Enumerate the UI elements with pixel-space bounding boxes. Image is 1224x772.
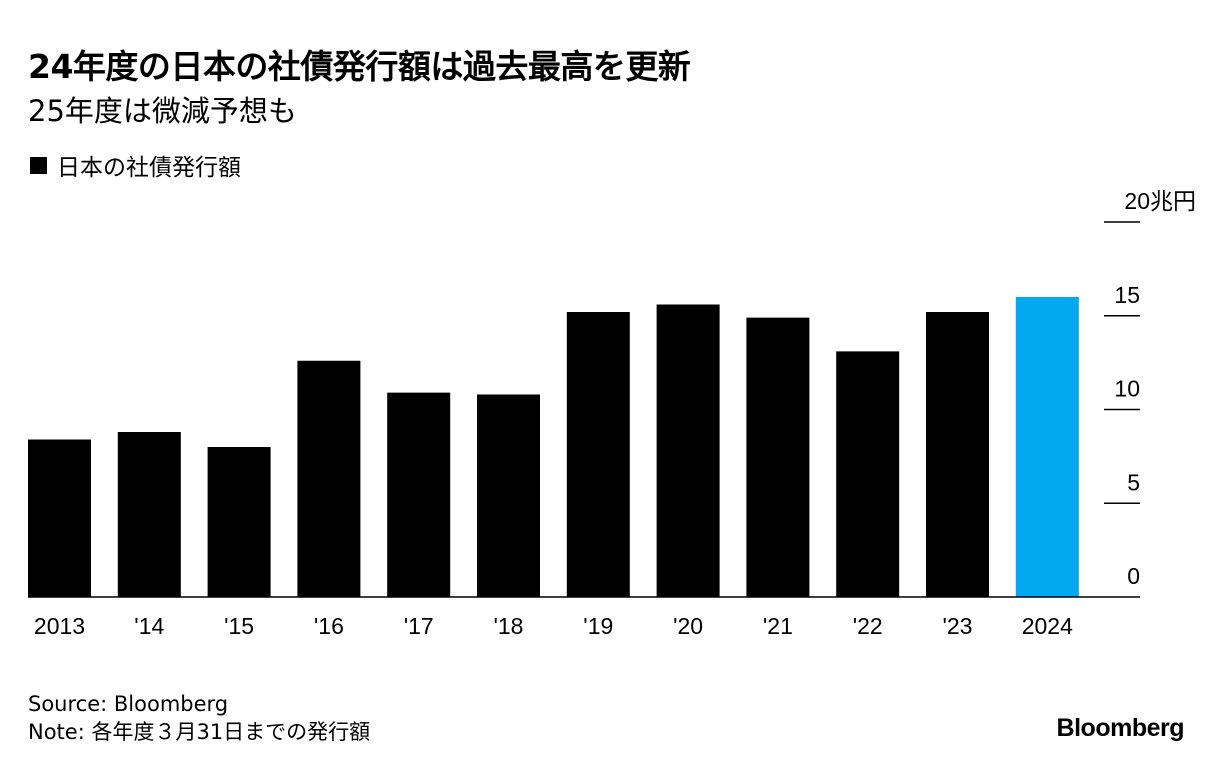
x-tick-label-7: '20 [673, 613, 703, 639]
bar-10 [926, 312, 989, 597]
x-tick-label-6: '19 [583, 613, 613, 639]
legend-label: 日本の社債発行額 [57, 155, 241, 181]
bar-8 [746, 317, 810, 597]
bar-5 [477, 394, 540, 597]
bar-4 [387, 392, 451, 597]
x-tick-label-2: '15 [224, 613, 254, 639]
legend: 日本の社債発行額 [30, 148, 241, 182]
legend-swatch [30, 156, 47, 174]
bar-7 [656, 304, 720, 597]
x-tick-label-4: '17 [404, 613, 434, 639]
chart-subtitle: 25年度は微減予想も [28, 94, 297, 128]
bar-11 [1015, 297, 1079, 597]
x-tick-label-3: '16 [314, 613, 344, 639]
y-tick-label-1: 5 [1127, 469, 1140, 495]
bar-6 [566, 312, 630, 597]
chart-title: 24年度の日本の社債発行額は過去最高を更新 [28, 47, 691, 86]
bar-2 [207, 447, 271, 597]
x-tick-label-11: 2024 [1022, 613, 1073, 639]
x-tick-label-10: '23 [943, 613, 973, 639]
source-note: Source: Bloomberg [28, 692, 229, 716]
y-tick-label-2: 10 [1114, 376, 1140, 402]
x-tick-label-0: 2013 [34, 613, 85, 639]
x-tick-label-5: '18 [494, 613, 524, 639]
y-tick-label-0: 0 [1127, 563, 1140, 589]
bar-9 [836, 351, 900, 597]
footnote: Note: 各年度３月31日までの発行額 [28, 720, 371, 744]
x-tick-label-8: '21 [763, 613, 793, 639]
bar-1 [117, 432, 181, 597]
bar-0 [28, 439, 91, 597]
x-tick-label-9: '22 [853, 613, 883, 639]
y-tick-label-4: 20兆円 [1124, 188, 1196, 214]
bloomberg-logo: Bloomberg [1056, 714, 1185, 742]
x-tick-label-1: '14 [134, 613, 164, 639]
y-tick-label-3: 15 [1114, 282, 1140, 308]
bar-3 [297, 360, 361, 597]
